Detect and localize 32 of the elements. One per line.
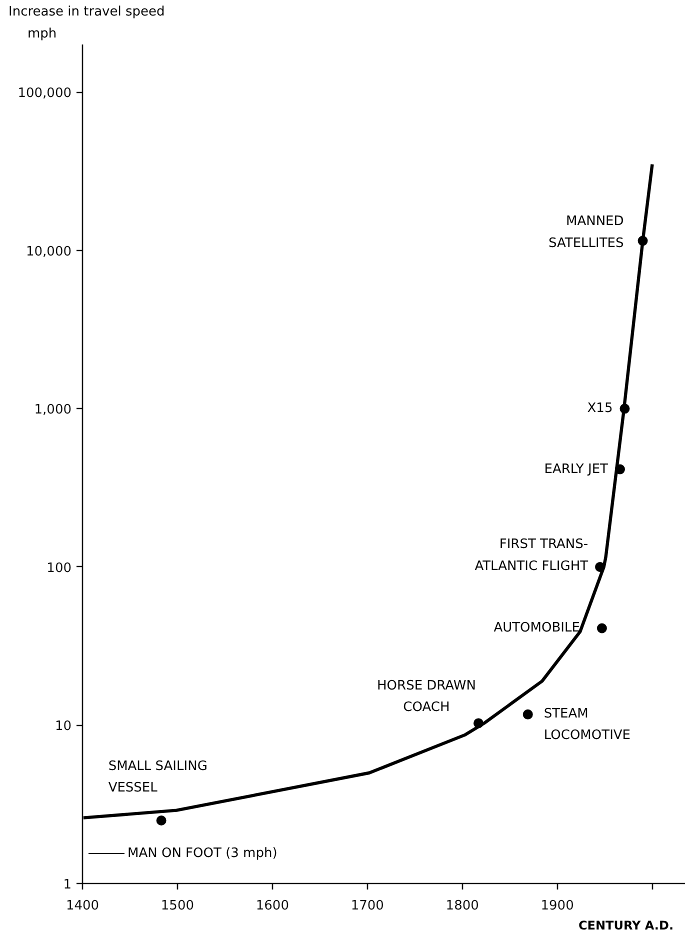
annotation: X15 [587,401,613,416]
point [473,718,484,728]
point [522,709,533,720]
y-tick-label: 10 [54,719,72,734]
annotation: MANNED SATELLITES [548,214,624,251]
point [156,816,166,826]
y-tick-label: 100 [46,560,72,576]
annotation: SMALL SAILING VESSEL [108,758,208,796]
annotation: STEAM LOCOMOTIVE [544,706,631,744]
x-axis-title: CENTURY A.D. [578,918,674,932]
annotation: EARLY JET [544,462,608,477]
y-tick-label: 100,000 [18,86,72,102]
point [595,562,606,572]
y-tick-label: 1,000 [34,402,72,418]
annotation: FIRST TRANS- ATLANTIC FLIGHT [474,537,588,574]
annotation: AUTOMOBILE [494,620,580,636]
x-tick-label: 1400 [66,898,100,914]
point [596,623,607,634]
x-tick-label: 1600 [256,898,289,914]
x-tick-label: 1800 [446,898,479,914]
text: mph [28,26,57,42]
y-tick-label: 1 [63,878,72,892]
y-axis-title: Increase in travel speed [8,4,165,20]
point [638,236,648,246]
x-tick-label: 1900 [540,898,574,914]
annotation: HORSE DRAWN COACH [377,678,476,716]
x-tick-label: 1700 [350,898,384,914]
point [614,464,625,474]
y-tick-label: 10,000 [26,244,72,260]
point [620,404,630,414]
x-tick-label: 1500 [160,898,194,914]
annotation: MAN ON FOOT (3 mph) [128,846,278,861]
